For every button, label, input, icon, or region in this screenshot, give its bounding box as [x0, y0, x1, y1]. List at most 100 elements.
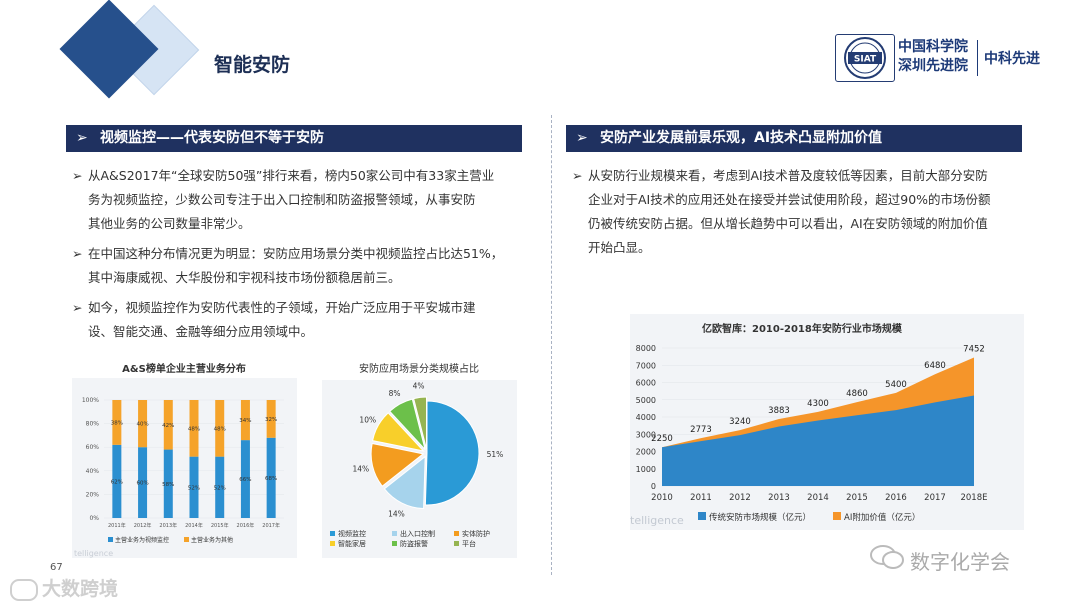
- right-section-title: 安防产业发展前景乐观，AI技术凸显附加价值: [600, 130, 883, 146]
- arrow-bullet-icon: ➢: [72, 168, 83, 183]
- watermark-left: 大数跨境: [10, 574, 118, 601]
- legend-swatch: [330, 541, 335, 546]
- y-tick-label: 8000: [636, 344, 656, 353]
- bullet-line: 企业对于AI技术的应用还处在接受并尝试使用阶段，超过90%的市场份额: [588, 192, 991, 207]
- left-section-header: ➢ 视频监控——代表安防但不等于安防: [66, 125, 522, 152]
- data-label: 34%: [239, 418, 251, 424]
- bar-other-business: [189, 400, 199, 457]
- y-tick-label: 60%: [86, 444, 100, 451]
- data-label: 66%: [239, 477, 251, 483]
- x-tick-label: 2017年: [262, 522, 280, 529]
- data-label: 62%: [111, 479, 123, 485]
- x-tick-label: 2017: [924, 493, 946, 503]
- x-tick-label: 2012: [729, 493, 751, 503]
- chart-watermark: telligence: [74, 549, 113, 558]
- legend-label: 智能家居: [338, 539, 366, 548]
- bar-other-business: [240, 400, 250, 441]
- bullet-line: 设、智能交通、金融等细分应用领域中。: [88, 324, 314, 339]
- legend-swatch: [108, 537, 113, 542]
- list-item: ➢ 在中国这种分布情况更为明显：安防应用场景分类中视频监控占比达51%， 其中海…: [72, 242, 532, 290]
- data-label: 52%: [188, 485, 200, 491]
- data-label: 52%: [214, 485, 226, 491]
- bar-other-business: [112, 400, 122, 445]
- watermark-right: 数字化学会: [910, 550, 1010, 574]
- y-tick-label: 4000: [636, 413, 656, 422]
- x-tick-label: 2016年: [237, 522, 255, 529]
- x-tick-label: 2018E: [960, 493, 987, 503]
- left-section-title: 视频监控——代表安防但不等于安防: [100, 130, 324, 146]
- list-item: ➢ 如今，视频监控作为安防代表性的子领域，开始广泛应用于平安城市建 设、智能交通…: [72, 296, 532, 344]
- bar-video-surveillance: [112, 444, 122, 518]
- bar-video-surveillance: [215, 456, 225, 518]
- institute-name-line1: 中国科学院: [898, 39, 968, 55]
- data-label: 68%: [265, 476, 277, 482]
- logo-divider: [977, 40, 978, 76]
- bar-other-business: [266, 400, 276, 438]
- x-tick-label: 2014: [807, 493, 829, 503]
- x-tick-label: 2013年: [159, 522, 177, 529]
- data-label: 42%: [162, 423, 174, 429]
- area-traditional-security: [662, 395, 974, 486]
- legend-label: 主营业务为其他: [191, 536, 233, 544]
- data-label: 10%: [359, 416, 376, 425]
- legend-label: 平台: [462, 539, 476, 548]
- bar-video-surveillance: [138, 447, 148, 518]
- legend-swatch: [392, 531, 397, 536]
- legend-label: AI附加价值（亿元）: [844, 512, 920, 523]
- institute-logo: SIAT: [835, 34, 895, 82]
- arrow-bullet-icon: ➢: [72, 246, 83, 261]
- legend-swatch: [184, 537, 189, 542]
- x-tick-label: 2013: [768, 493, 790, 503]
- pie-slice: [370, 442, 425, 487]
- bullet-line: 从A&S2017年“全球安防50强”排行来看，榜内50家公司中有33家主营业: [88, 168, 495, 183]
- page-number: 67: [50, 562, 63, 573]
- y-tick-label: 3000: [636, 430, 656, 439]
- right-bullet-list: ➢ 从安防行业规模来看，考虑到AI技术普及度较低等因素，目前大部分安防 企业对于…: [572, 164, 1032, 260]
- bar-video-surveillance: [163, 449, 173, 518]
- data-label: 3240: [729, 417, 751, 427]
- y-tick-label: 1000: [636, 465, 656, 474]
- x-tick-label: 2012年: [134, 522, 152, 529]
- bar-other-business: [215, 400, 225, 457]
- watermark-logo-icon: [10, 578, 38, 601]
- legend-label: 出入口控制: [400, 529, 435, 538]
- institute-name-line2: 深圳先进院: [898, 58, 968, 74]
- pie-slice: [383, 455, 426, 510]
- data-label: 51%: [487, 450, 504, 459]
- scenario-share-chart: 安防应用场景分类规模占比 51% 14% 14% 10% 8% 4% 视频监控 出入口控制 实体防…: [322, 360, 517, 558]
- data-label: 40%: [136, 422, 148, 428]
- page-title: 智能安防: [214, 54, 291, 76]
- market-size-chart: 亿欧智库：2010-2018年安防行业市场规模 0 1000 2000 3000 4000…: [630, 314, 1024, 530]
- legend-label: 传统安防市场规模（亿元）: [709, 512, 811, 523]
- y-tick-label: 80%: [86, 421, 100, 428]
- legend-label: 防盗报警: [400, 539, 428, 548]
- y-tick-label: 0%: [89, 515, 99, 522]
- arrow-bullet-icon: ➢: [572, 168, 583, 183]
- institute-name: 中国科学院 深圳先进院: [898, 38, 968, 76]
- x-tick-label: 2014年: [185, 522, 203, 529]
- bar-video-surveillance: [240, 440, 250, 518]
- bullet-line: 开始凸显。: [588, 240, 651, 255]
- wechat-icon: [870, 544, 904, 570]
- x-tick-label: 2010: [651, 493, 673, 503]
- legend-label: 主营业务为视频监控: [115, 536, 169, 544]
- data-label: 3883: [768, 406, 790, 416]
- legend-swatch: [330, 531, 335, 536]
- x-tick-label: 2016: [885, 493, 907, 503]
- x-tick-label: 2011: [690, 493, 712, 503]
- y-tick-label: 2000: [636, 448, 656, 457]
- legend-swatch: [454, 541, 459, 546]
- list-item: ➢ 从A&S2017年“全球安防50强”排行来看，榜内50家公司中有33家主营业…: [72, 164, 532, 236]
- data-label: 60%: [136, 481, 148, 487]
- legend-swatch: [833, 512, 841, 520]
- bullet-line: 如今，视频监控作为安防代表性的子领域，开始广泛应用于平安城市建: [88, 300, 476, 315]
- pie-slice: [389, 398, 426, 450]
- right-section-header: ➢ 安防产业发展前景乐观，AI技术凸显附加价值: [566, 125, 1022, 152]
- data-label: 14%: [388, 510, 405, 519]
- list-item: ➢ 从安防行业规模来看，考虑到AI技术普及度较低等因素，目前大部分安防 企业对于…: [572, 164, 1032, 260]
- legend-label: 视频监控: [338, 529, 366, 538]
- y-tick-label: 40%: [86, 468, 100, 475]
- data-label: 48%: [188, 426, 200, 432]
- arrow-bullet-icon: ➢: [576, 130, 588, 146]
- bullet-line: 务为视频监控，少数公司专注于出入口控制和防盗报警领域，从事安防: [88, 192, 476, 207]
